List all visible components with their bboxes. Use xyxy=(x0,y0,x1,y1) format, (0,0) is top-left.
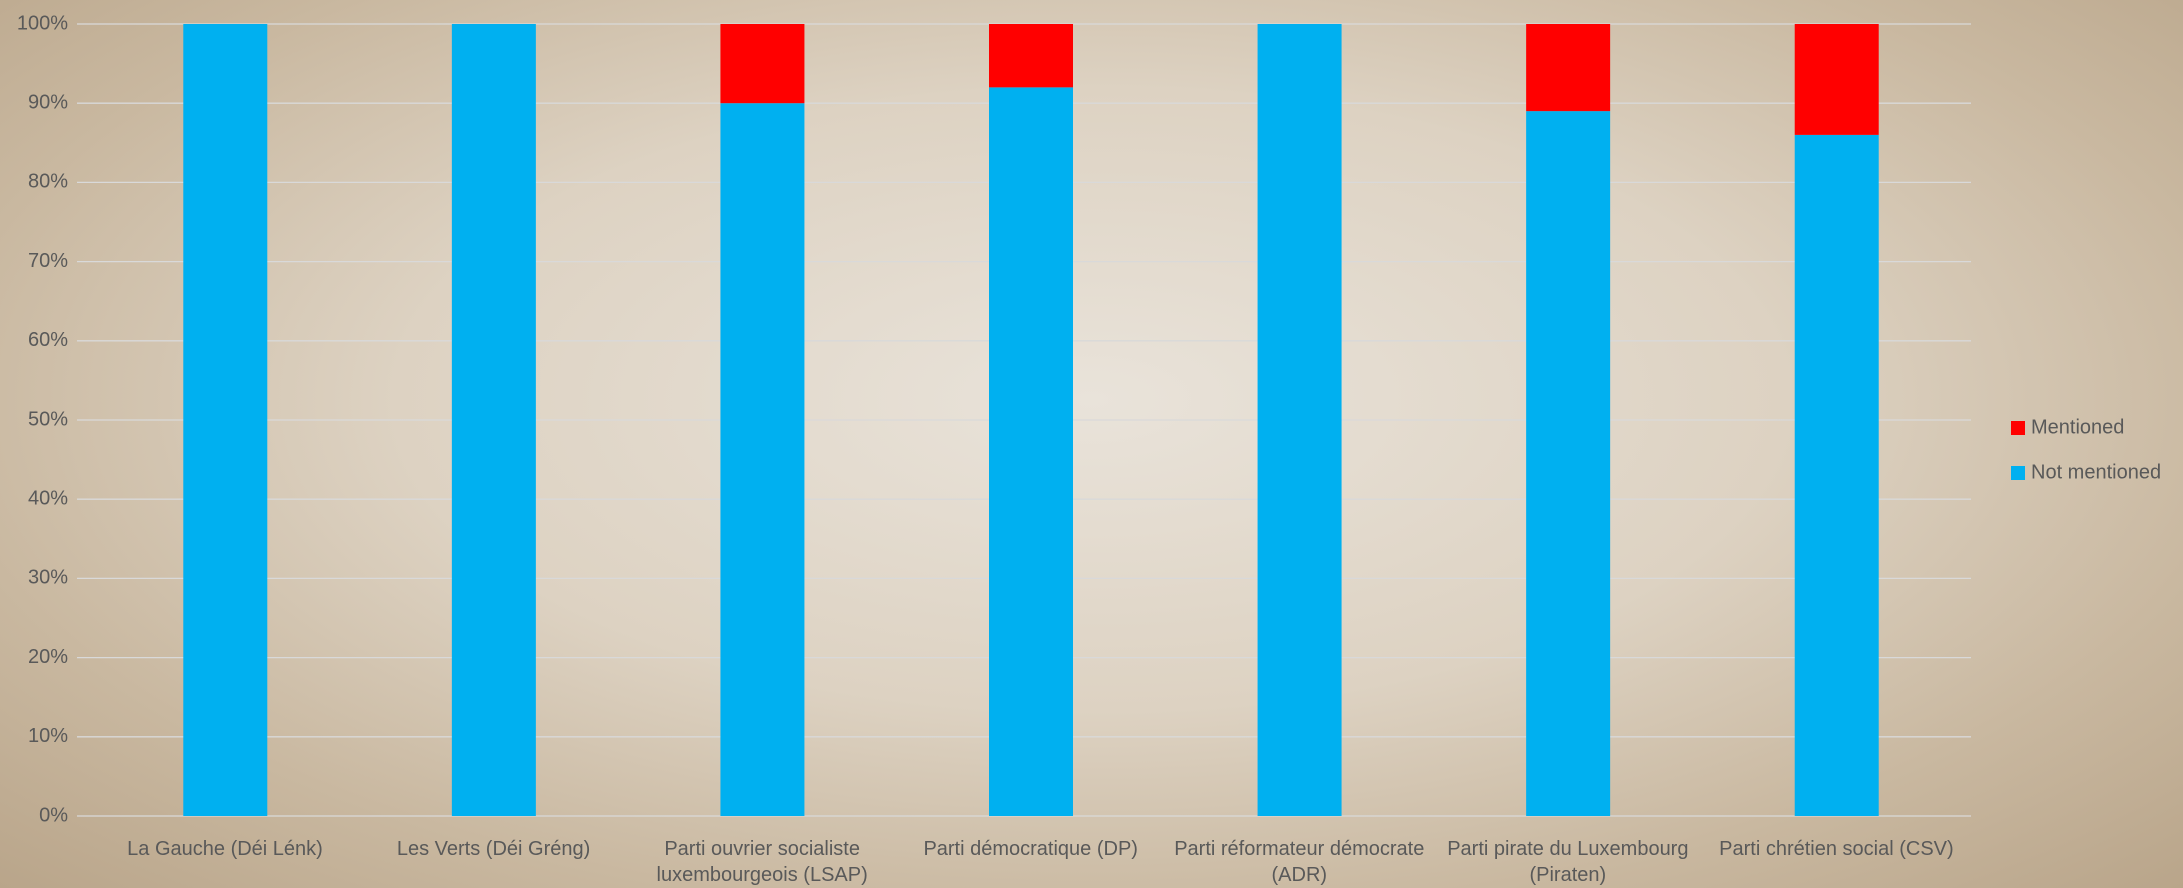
y-tick-label: 50% xyxy=(28,408,68,430)
bar-segment xyxy=(989,87,1073,817)
bar-segment xyxy=(1257,24,1342,816)
x-tick-label: Les Verts (Déi Gréng) xyxy=(396,838,591,860)
x-tick-label: Parti chrétien social (CSV) xyxy=(1719,838,1954,860)
bar-segment xyxy=(1526,24,1611,112)
y-tick-label: 100% xyxy=(17,12,68,34)
y-tick-label: 90% xyxy=(28,91,68,113)
y-tick-label: 80% xyxy=(28,171,68,193)
legend-label: Not mentioned xyxy=(2031,461,2161,483)
legend-label: Mentioned xyxy=(2031,416,2124,438)
legend-swatch xyxy=(2011,421,2025,435)
bar-segment xyxy=(720,103,805,816)
bar-segment xyxy=(183,24,268,816)
bar-segment xyxy=(1794,134,1879,816)
bar-segment xyxy=(989,24,1073,88)
y-tick-label: 0% xyxy=(39,804,68,826)
legend-swatch xyxy=(2011,466,2025,480)
y-tick-label: 60% xyxy=(28,329,68,351)
y-tick-label: 10% xyxy=(28,725,68,747)
x-tick-label: Parti réformateur démocrate (ADR) xyxy=(1174,838,1425,886)
bar-segment xyxy=(1794,24,1879,135)
x-tick-label: Parti pirate du Luxembourg (Piraten) xyxy=(1447,838,1689,886)
bar-segment xyxy=(1526,111,1611,817)
x-tick-label: Parti ouvrier socialiste luxembourgeois … xyxy=(656,838,868,886)
bar-segment xyxy=(451,24,536,816)
x-tick-label: Parti démocratique (DP) xyxy=(923,838,1138,860)
y-tick-label: 30% xyxy=(28,567,68,589)
y-tick-label: 70% xyxy=(28,250,68,272)
y-tick-label: 40% xyxy=(28,487,68,509)
x-tick-label: La Gauche (Déi Lénk) xyxy=(127,838,323,860)
y-tick-label: 20% xyxy=(28,646,68,668)
bar-segment xyxy=(720,24,805,104)
